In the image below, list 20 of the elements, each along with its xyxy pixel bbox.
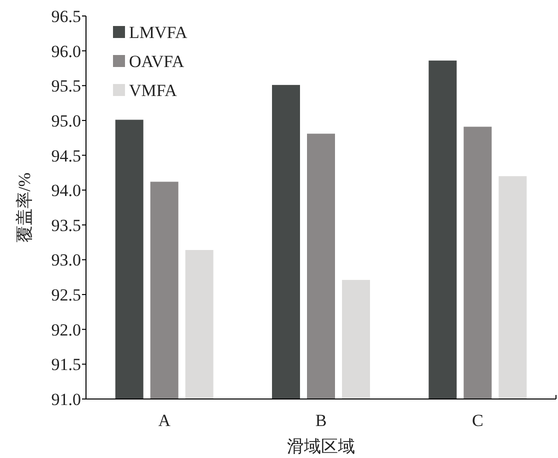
y-tick-label: 94.5 xyxy=(51,146,81,166)
y-tick-label: 96.0 xyxy=(51,42,81,61)
y-tick-label: 93.0 xyxy=(51,250,81,270)
legend-label: OAVFA xyxy=(129,52,185,71)
x-tick-label: A xyxy=(158,411,172,430)
y-tick-label: 94.0 xyxy=(51,181,81,200)
y-tick-label: 93.5 xyxy=(51,216,81,235)
y-tick-label: 92.0 xyxy=(51,320,81,340)
y-tick-label: 91.5 xyxy=(51,355,81,374)
x-axis-title: 滑域区域 xyxy=(287,437,355,456)
y-tick-label: 96.5 xyxy=(51,7,81,26)
legend-label: VMFA xyxy=(129,81,178,100)
x-tick-label: C xyxy=(472,411,484,430)
y-tick-label: 95.0 xyxy=(51,111,81,130)
y-axis-title: 覆盖率/% xyxy=(15,172,34,242)
y-tick-label: 92.5 xyxy=(51,286,81,305)
legend-label: LMVFA xyxy=(129,23,188,42)
x-tick-label: B xyxy=(315,411,327,430)
y-tick-label: 91.0 xyxy=(51,390,81,409)
y-tick-label: 95.5 xyxy=(51,76,81,96)
